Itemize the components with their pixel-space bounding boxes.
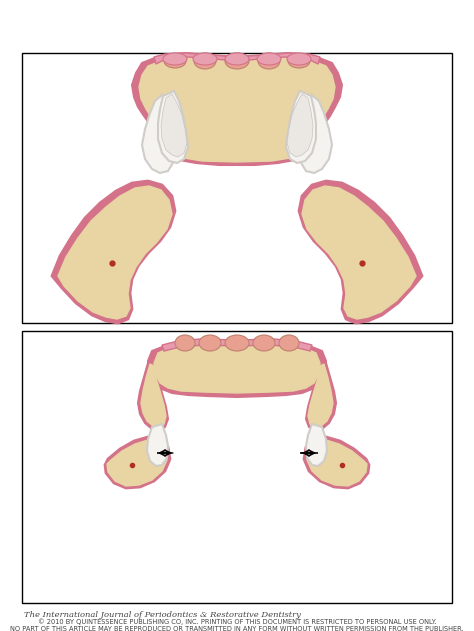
Ellipse shape [288, 54, 310, 68]
Ellipse shape [287, 53, 311, 65]
Ellipse shape [225, 335, 249, 351]
Polygon shape [58, 186, 172, 319]
Polygon shape [286, 91, 316, 163]
Polygon shape [132, 53, 342, 165]
Polygon shape [307, 440, 367, 486]
Ellipse shape [163, 53, 187, 65]
Ellipse shape [225, 53, 249, 69]
Ellipse shape [257, 53, 281, 65]
Text: © 2010 BY QUINTESSENCE PUBLISHING CO, INC. PRINTING OF THIS DOCUMENT IS RESTRICT: © 2010 BY QUINTESSENCE PUBLISHING CO, IN… [10, 618, 464, 631]
Polygon shape [304, 437, 369, 488]
Ellipse shape [253, 335, 275, 351]
Ellipse shape [258, 53, 280, 69]
Polygon shape [148, 340, 326, 397]
Polygon shape [141, 364, 166, 428]
Polygon shape [107, 440, 167, 486]
Polygon shape [161, 94, 187, 157]
Polygon shape [105, 437, 170, 488]
Ellipse shape [193, 53, 217, 65]
Bar [22, 331, 452, 603]
Polygon shape [139, 57, 335, 162]
Polygon shape [154, 343, 320, 393]
Text: The International Journal of Periodontics & Restorative Dentistry: The International Journal of Periodontic… [24, 611, 301, 619]
Polygon shape [158, 91, 188, 163]
Polygon shape [306, 363, 336, 431]
Polygon shape [154, 53, 320, 64]
Ellipse shape [175, 335, 195, 351]
Polygon shape [287, 94, 313, 157]
Polygon shape [52, 181, 175, 323]
Polygon shape [299, 181, 422, 323]
Polygon shape [138, 363, 168, 431]
Polygon shape [162, 339, 312, 351]
Polygon shape [298, 95, 332, 173]
Ellipse shape [194, 53, 216, 69]
Ellipse shape [164, 54, 186, 68]
Ellipse shape [279, 335, 299, 351]
Polygon shape [142, 95, 176, 173]
Polygon shape [306, 424, 327, 466]
Polygon shape [302, 186, 416, 319]
Polygon shape [147, 424, 168, 466]
Bar [22, 53, 452, 323]
Ellipse shape [225, 53, 249, 65]
Polygon shape [308, 364, 333, 428]
Ellipse shape [199, 335, 221, 351]
